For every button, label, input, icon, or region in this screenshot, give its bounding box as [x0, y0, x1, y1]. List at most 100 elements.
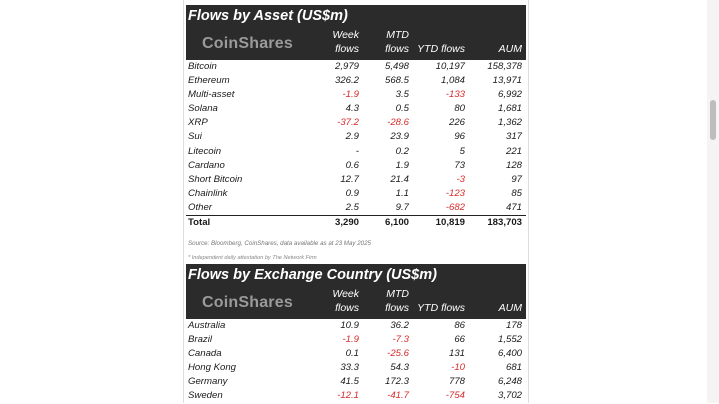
- total-aum: 183,703: [487, 217, 522, 229]
- header-aum: AUM: [498, 302, 522, 314]
- aum-value: 128: [505, 159, 522, 171]
- ytd-flow: -754: [445, 390, 465, 402]
- mtd-flow: 54.3: [390, 362, 409, 374]
- table-row: Hong Kong 33.3 54.3 -10 681: [186, 361, 526, 375]
- scrollbar-thumb[interactable]: [710, 100, 716, 140]
- table-row: Bitcoin 2,979 5,498 10,197 158,378: [186, 60, 526, 74]
- week-flow: -1.9: [342, 334, 359, 346]
- mtd-flow: 3.5: [395, 89, 409, 101]
- table-row: Brazil -1.9 -7.3 66 1,552: [186, 333, 526, 347]
- week-flow: 0.1: [345, 348, 359, 360]
- aum-value: 6,992: [497, 89, 522, 101]
- week-flow: -: [355, 145, 359, 157]
- mtd-flow: -28.6: [387, 117, 409, 129]
- week-flow: 33.3: [340, 362, 359, 374]
- aum-value: 1,681: [497, 103, 522, 115]
- report-sheet: Flows by Asset (US$m) CoinShares Week fl…: [183, 0, 529, 403]
- week-flow: -1.9: [342, 89, 359, 101]
- header-ytd: YTD flows: [417, 302, 465, 314]
- mtd-flow: -7.3: [392, 334, 409, 346]
- country-name: Germany: [188, 376, 228, 388]
- ytd-flow: -3: [456, 173, 465, 185]
- country-table-title: Flows by Exchange Country (US$m): [186, 264, 526, 286]
- week-flow: -37.2: [337, 117, 359, 129]
- week-flow: 0.6: [345, 159, 359, 171]
- asset-name: Other: [188, 201, 212, 213]
- asset-name: Sui: [188, 131, 202, 143]
- country-flows-section: Flows by Exchange Country (US$m) CoinSha…: [186, 264, 526, 404]
- aum-value: 1,362: [497, 117, 522, 129]
- table-row: Germany 41.5 172.3 778 6,248: [186, 375, 526, 389]
- week-flow: 12.7: [340, 173, 359, 185]
- asset-name: Multi-asset: [188, 89, 235, 101]
- country-name: Sweden: [188, 390, 223, 402]
- header-week-bottom: flows: [335, 43, 359, 55]
- week-flow: -12.1: [337, 390, 359, 402]
- table-row: Multi-asset -1.9 3.5 -133 6,992: [186, 88, 526, 102]
- mtd-flow: 5,498: [384, 61, 409, 72]
- table-row: Sui 2.9 23.9 96 317: [186, 130, 526, 144]
- table-row: Other 2.5 9.7 -682 471: [186, 201, 526, 215]
- header-mtd-top: MTD: [386, 288, 409, 300]
- aum-value: 178: [505, 320, 522, 331]
- asset-name: Solana: [188, 103, 218, 115]
- mtd-flow: 1.9: [395, 159, 409, 171]
- asset-name: Litecoin: [188, 145, 222, 157]
- asset-name: Ethereum: [188, 75, 230, 87]
- aum-value: 85: [511, 187, 522, 199]
- aum-value: 97: [511, 173, 522, 185]
- table-row: XRP -37.2 -28.6 226 1,362: [186, 116, 526, 130]
- aum-value: 158,378: [487, 61, 522, 72]
- asset-name: XRP: [188, 117, 208, 129]
- ytd-flow: 96: [454, 131, 465, 143]
- table-row: Ethereum 326.2 568.5 1,084 13,971: [186, 74, 526, 88]
- mtd-flow: 1.1: [395, 187, 409, 199]
- country-name: Canada: [188, 348, 222, 360]
- table-row: Solana 4.3 0.5 80 1,681: [186, 102, 526, 116]
- country-table-header: CoinShares Week flows MTD flows YTD flow…: [186, 286, 526, 319]
- ytd-flow: 66: [454, 334, 465, 346]
- aum-value: 3,702: [497, 390, 522, 402]
- aum-value: 1,552: [497, 334, 522, 346]
- table-row: Sweden -12.1 -41.7 -754 3,702: [186, 389, 526, 403]
- scrollbar-track[interactable]: [707, 0, 719, 403]
- header-mtd-bottom: flows: [385, 302, 409, 314]
- country-name: Brazil: [188, 334, 212, 346]
- week-flow: 41.5: [340, 376, 359, 388]
- ytd-flow: -682: [445, 201, 465, 213]
- coinshares-logo: CoinShares: [202, 294, 293, 311]
- aum-value: 6,248: [497, 376, 522, 388]
- source-note: Source: Bloomberg, CoinShares, data avai…: [188, 240, 371, 248]
- aum-value: 681: [505, 362, 522, 374]
- total-ytd-flow: 10,819: [435, 217, 465, 229]
- asset-flows-section: Flows by Asset (US$m) CoinShares Week fl…: [186, 5, 526, 261]
- mtd-flow: -41.7: [387, 390, 409, 402]
- ytd-flow: 80: [454, 103, 465, 115]
- total-mtd-flow: 6,100: [384, 217, 409, 229]
- asset-name: Chainlink: [188, 187, 228, 199]
- table-row: Litecoin - 0.2 5 221: [186, 145, 526, 159]
- header-ytd: YTD flows: [417, 43, 465, 55]
- week-flow: 326.2: [334, 75, 359, 87]
- header-week-bottom: flows: [335, 302, 359, 314]
- ytd-flow: 131: [448, 348, 465, 360]
- week-flow: 0.9: [345, 187, 359, 199]
- total-label: Total: [188, 217, 211, 229]
- header-mtd-bottom: flows: [385, 43, 409, 55]
- coinshares-logo: CoinShares: [202, 35, 293, 52]
- week-flow: 10.9: [340, 320, 359, 331]
- ytd-flow: 1,084: [440, 75, 465, 87]
- mtd-flow: 0.2: [395, 145, 409, 157]
- total-row: Total 3,290 6,100 10,819 183,703: [186, 215, 526, 230]
- week-flow: 2.9: [345, 131, 359, 143]
- table-row: Chainlink 0.9 1.1 -123 85: [186, 187, 526, 201]
- header-week-top: Week: [332, 29, 359, 41]
- week-flow: 4.3: [345, 103, 359, 115]
- mtd-flow: 21.4: [390, 173, 409, 185]
- header-mtd-top: MTD: [386, 29, 409, 41]
- week-flow: 2,979: [334, 61, 359, 72]
- aum-value: 13,971: [492, 75, 522, 87]
- ytd-flow: 5: [459, 145, 465, 157]
- table-row: Cardano 0.6 1.9 73 128: [186, 159, 526, 173]
- ytd-flow: -133: [445, 89, 465, 101]
